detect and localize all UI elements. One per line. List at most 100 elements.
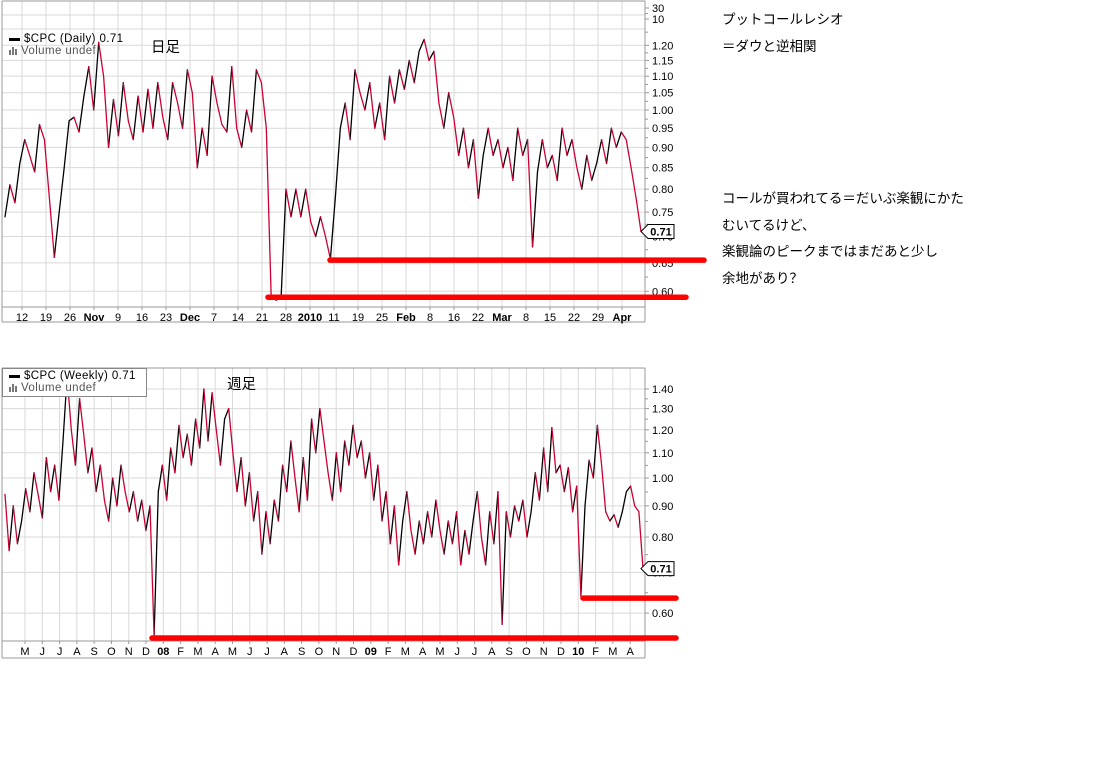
note-comment: コールが買われてる＝だいぶ楽観にかた むいてるけど、 楽観論のピークまではまだあ… bbox=[722, 186, 964, 292]
note-comment-line1: コールが買われてる＝だいぶ楽観にかた bbox=[722, 191, 964, 206]
x-axis-tick-label: D bbox=[142, 646, 150, 658]
y-axis-tick-label: 10 bbox=[652, 14, 664, 26]
x-axis-tick-label: 22 bbox=[472, 312, 484, 324]
x-axis-tick-label: 2010 bbox=[298, 312, 322, 324]
x-axis-tick-label: 12 bbox=[16, 312, 28, 324]
x-axis-tick-label: 19 bbox=[40, 312, 52, 324]
note-header-line2: ＝ダウと逆相関 bbox=[722, 38, 817, 54]
y-axis-tick-label: 1.10 bbox=[652, 71, 673, 83]
y-axis-tick-label: 0.60 bbox=[652, 608, 673, 620]
x-axis-tick-label: 16 bbox=[136, 312, 148, 324]
x-axis-tick-label: Apr bbox=[613, 312, 633, 324]
x-axis-tick-label: S bbox=[90, 646, 97, 658]
x-axis-tick-label: F bbox=[385, 646, 392, 658]
x-axis-tick-label: N bbox=[125, 646, 133, 658]
daily-symbol-label: $CPC (Daily) 0.71 bbox=[24, 33, 124, 45]
x-axis-tick-label: A bbox=[626, 646, 634, 658]
y-axis-tick-label: 1.00 bbox=[652, 473, 673, 485]
x-axis-tick-label: F bbox=[177, 646, 184, 658]
weekly-symbol-label: $CPC (Weekly) 0.71 bbox=[24, 370, 136, 382]
price-line-legend-icon bbox=[9, 374, 20, 378]
x-axis-tick-label: 25 bbox=[376, 312, 388, 324]
weekly-chart-legend: $CPC (Weekly) 0.71 Volume undef bbox=[2, 368, 147, 397]
x-axis-tick-label: S bbox=[505, 646, 512, 658]
x-axis-tick-label: A bbox=[419, 646, 427, 658]
x-axis-tick-label: A bbox=[488, 646, 496, 658]
x-axis-tick-label: 9 bbox=[115, 312, 121, 324]
x-axis-tick-label: Mar bbox=[492, 312, 512, 324]
x-axis-tick-label: J bbox=[40, 646, 46, 658]
y-axis-tick-label: 1.40 bbox=[652, 384, 673, 396]
volume-bars-icon bbox=[9, 384, 18, 392]
x-axis-tick-label: D bbox=[350, 646, 358, 658]
x-axis-tick-label: 7 bbox=[211, 312, 217, 324]
y-axis-tick-label: 0.75 bbox=[652, 207, 673, 219]
x-axis-tick-label: 26 bbox=[64, 312, 76, 324]
note-header-line1: プットコールレシオ bbox=[722, 12, 844, 27]
x-axis-tick-label: S bbox=[298, 646, 305, 658]
x-axis-tick-label: 8 bbox=[427, 312, 433, 324]
note-comment-line2: むいてるけど、 bbox=[722, 217, 816, 233]
x-axis-tick-label: 11 bbox=[328, 312, 339, 324]
y-axis-tick-label: 0.95 bbox=[652, 123, 673, 135]
x-axis-tick-label: 21 bbox=[256, 312, 268, 324]
x-axis-tick-label: 28 bbox=[280, 312, 292, 324]
x-axis-tick-label: M bbox=[20, 646, 29, 658]
y-axis-tick-label: 1.15 bbox=[652, 55, 673, 67]
y-axis-tick-label: 1.20 bbox=[652, 425, 673, 437]
volume-bars-icon bbox=[9, 47, 18, 55]
x-axis-tick-label: 10 bbox=[572, 646, 584, 658]
x-axis-tick-label: J bbox=[472, 646, 478, 658]
x-axis-tick-label: 09 bbox=[365, 646, 377, 658]
price-line-down-segments bbox=[4, 375, 644, 637]
x-axis-tick-label: M bbox=[228, 646, 237, 658]
price-line-up-segments bbox=[8, 375, 632, 637]
y-axis-tick-label: 0.85 bbox=[652, 163, 673, 175]
y-axis-tick-label: 1.30 bbox=[652, 404, 673, 416]
x-axis-tick-label: 08 bbox=[157, 646, 169, 658]
y-axis-tick-label: 0.90 bbox=[652, 142, 673, 154]
x-axis-tick-label: 14 bbox=[232, 312, 244, 324]
x-axis-tick-label: J bbox=[57, 646, 63, 658]
y-axis-tick-label: 30 bbox=[652, 3, 664, 15]
x-axis-tick-label: N bbox=[332, 646, 340, 658]
x-axis-tick-label: 19 bbox=[352, 312, 364, 324]
x-axis-tick-label: A bbox=[73, 646, 81, 658]
x-axis-tick-label: 22 bbox=[568, 312, 580, 324]
y-axis-tick-label: 0.80 bbox=[652, 532, 673, 544]
x-axis-tick-label: 15 bbox=[544, 312, 556, 324]
y-axis-tick-label: 1.10 bbox=[652, 448, 673, 460]
x-axis-tick-label: M bbox=[401, 646, 410, 658]
last-price-marker-label: 0.71 bbox=[650, 564, 671, 576]
note-header: プットコールレシオ ＝ダウと逆相関 bbox=[722, 7, 844, 60]
x-axis-tick-label: O bbox=[107, 646, 116, 658]
daily-frame-label: 日足 bbox=[151, 40, 180, 56]
note-comment-line3: 楽観論のピークまではまだあと少し bbox=[722, 244, 938, 260]
y-axis-tick-label: 0.90 bbox=[652, 501, 673, 513]
x-axis-tick-label: 8 bbox=[523, 312, 529, 324]
x-axis-tick-label: D bbox=[557, 646, 565, 658]
x-axis-tick-label: F bbox=[592, 646, 599, 658]
x-axis-tick-label: J bbox=[247, 646, 253, 658]
x-axis-tick-label: A bbox=[212, 646, 220, 658]
x-axis-tick-label: A bbox=[281, 646, 289, 658]
y-axis-tick-label: 1.20 bbox=[652, 40, 673, 52]
y-axis-tick-label: 0.80 bbox=[652, 184, 673, 196]
y-axis-tick-label: 1.00 bbox=[652, 105, 673, 117]
x-axis-tick-label: N bbox=[540, 646, 548, 658]
weekly-volume-label: Volume undef bbox=[21, 382, 97, 394]
x-axis-tick-label: M bbox=[435, 646, 444, 658]
x-axis-tick-label: M bbox=[193, 646, 202, 658]
x-axis-tick-label: Feb bbox=[396, 312, 416, 324]
price-line-legend-icon bbox=[9, 37, 20, 41]
x-axis-tick-label: J bbox=[264, 646, 270, 658]
note-comment-line4: 余地があり？ bbox=[722, 270, 803, 286]
last-price-marker bbox=[640, 224, 675, 240]
x-axis-tick-label: Nov bbox=[84, 312, 106, 324]
x-axis-tick-label: O bbox=[522, 646, 531, 658]
x-axis-tick-label: 23 bbox=[160, 312, 172, 324]
weekly-frame-label: 週足 bbox=[227, 377, 256, 393]
y-axis-tick-label: 1.05 bbox=[652, 88, 673, 100]
